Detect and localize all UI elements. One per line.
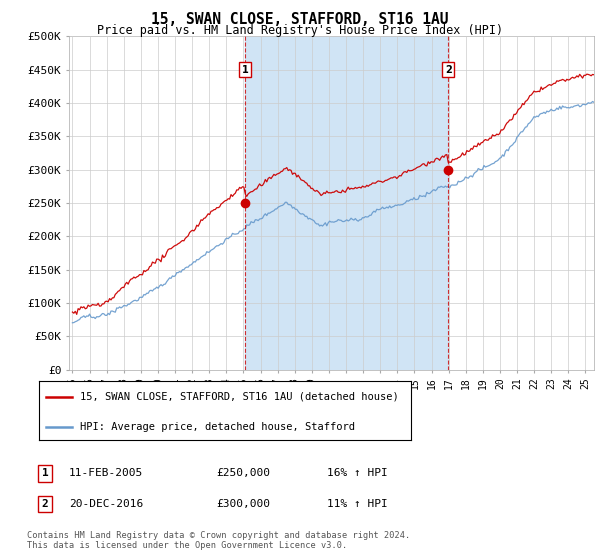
Text: 15, SWAN CLOSE, STAFFORD, ST16 1AU: 15, SWAN CLOSE, STAFFORD, ST16 1AU [151,12,449,27]
Text: 11-FEB-2005: 11-FEB-2005 [69,468,143,478]
Text: 1: 1 [242,65,248,74]
Text: Contains HM Land Registry data © Crown copyright and database right 2024.
This d: Contains HM Land Registry data © Crown c… [27,530,410,550]
Text: 15, SWAN CLOSE, STAFFORD, ST16 1AU (detached house): 15, SWAN CLOSE, STAFFORD, ST16 1AU (deta… [80,391,398,402]
Text: HPI: Average price, detached house, Stafford: HPI: Average price, detached house, Staf… [80,422,355,432]
Text: 16% ↑ HPI: 16% ↑ HPI [327,468,388,478]
Text: £250,000: £250,000 [216,468,270,478]
Text: 20-DEC-2016: 20-DEC-2016 [69,499,143,509]
Text: Price paid vs. HM Land Registry's House Price Index (HPI): Price paid vs. HM Land Registry's House … [97,24,503,37]
Text: 11% ↑ HPI: 11% ↑ HPI [327,499,388,509]
Text: £300,000: £300,000 [216,499,270,509]
Text: 1: 1 [41,468,49,478]
Bar [245,36,448,370]
Text: 2: 2 [445,65,452,74]
Text: 2: 2 [41,499,49,509]
